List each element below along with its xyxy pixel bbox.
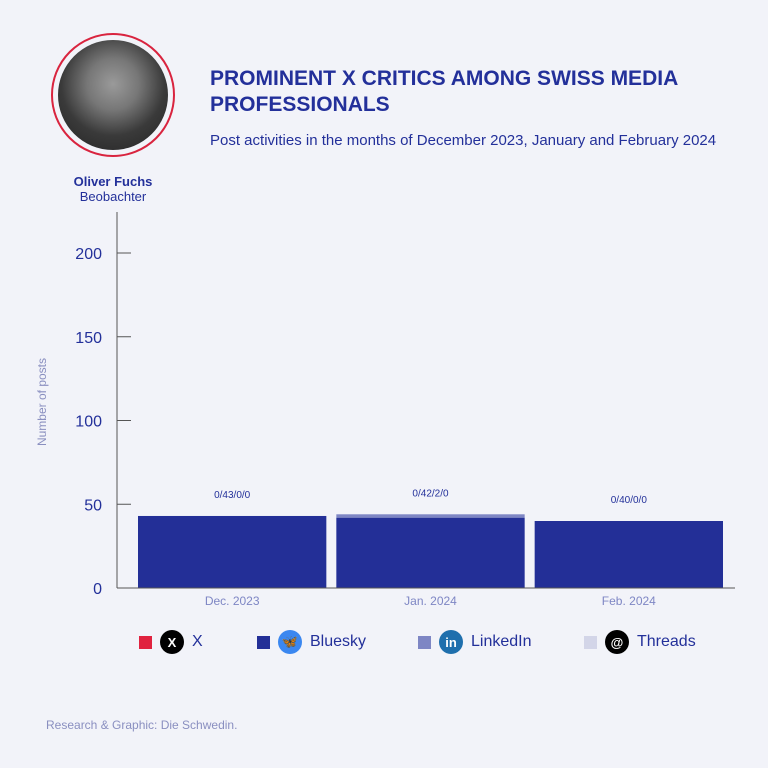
chart-title: PROMINENT X CRITICS AMONG SWISS MEDIA PR… (210, 67, 678, 116)
legend-item-linkedin: in LinkedIn (418, 630, 584, 654)
bar-chart: 0 50 100 150 200 0/43/0/0 Dec. 2023 0/42/2/0 Jan… (75, 212, 735, 608)
avatar (51, 33, 175, 157)
x-tick-label: Feb. 2024 (602, 594, 656, 608)
data-label: 0/40/0/0 (611, 495, 648, 506)
threads-logo-icon: @ (605, 630, 629, 654)
y-tick-label: 0 (93, 581, 102, 598)
person-role: Beobachter (79, 189, 147, 204)
y-tick-label: 50 (84, 497, 102, 514)
bar-bluesky (534, 521, 723, 588)
data-label: 0/42/2/0 (412, 488, 449, 499)
x-logo-icon: X (160, 630, 184, 654)
chart-subtitle: Post activities in the months of Decembe… (210, 132, 717, 149)
y-tick-label: 200 (75, 246, 102, 263)
bluesky-butterfly-icon: 🦋 (278, 630, 302, 654)
y-tick-label: 150 (75, 330, 102, 347)
y-tick-label: 100 (75, 414, 102, 431)
legend-label: Bluesky (310, 633, 367, 650)
bar-linkedin (336, 514, 525, 518)
x-tick-label: Dec. 2023 (205, 594, 260, 608)
bar-bluesky (138, 515, 327, 588)
data-label: 0/43/0/0 (214, 490, 251, 501)
credit: Research & Graphic: Die Schwedin. (46, 718, 238, 732)
x-tick-label: Jan. 2024 (404, 594, 457, 608)
legend-label: Threads (637, 633, 696, 650)
legend-item-threads: @ Threads (584, 630, 696, 654)
person-name: Oliver Fuchs (73, 174, 153, 189)
linkedin-logo-icon: in (439, 630, 463, 654)
bar-bluesky (336, 517, 525, 588)
legend-label: X (192, 633, 203, 650)
legend-label: LinkedIn (471, 633, 532, 650)
legend-item-bluesky: 🦋 Bluesky (257, 630, 418, 654)
